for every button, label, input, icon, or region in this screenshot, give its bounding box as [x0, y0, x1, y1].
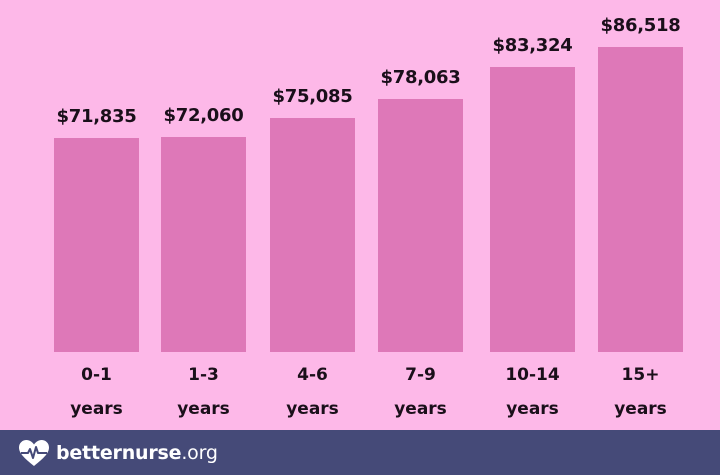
category-label: 15+ years — [581, 358, 701, 426]
category-label-line: 1-3 — [188, 365, 219, 385]
bar-value-label: $75,085 — [272, 86, 353, 107]
bar-value-label: $72,060 — [163, 105, 244, 126]
bar — [161, 137, 246, 352]
bar-value-label: $83,324 — [492, 35, 573, 56]
category-label-line: 10-14 — [505, 365, 560, 385]
bar-value-label: $86,518 — [600, 15, 681, 36]
brand-name: betternurse.org — [56, 442, 218, 464]
category-label: 4-6 years — [253, 358, 373, 426]
brand-name-suffix: .org — [181, 441, 218, 464]
category-label-line: 7-9 — [405, 365, 436, 385]
bar-value-label: $71,835 — [56, 106, 137, 127]
category-label-line: 0-1 — [81, 365, 112, 385]
bar — [378, 99, 463, 352]
category-label: 0-1 years — [37, 358, 157, 426]
heart-pulse-icon — [19, 439, 49, 466]
category-label: 7-9 years — [361, 358, 481, 426]
category-label-line: 4-6 — [297, 365, 328, 385]
category-label-line: years — [614, 399, 667, 419]
category-label-line: years — [506, 399, 559, 419]
category-label-line: years — [286, 399, 339, 419]
category-label-line: years — [394, 399, 447, 419]
category-label: 1-3 years — [144, 358, 264, 426]
bar — [598, 47, 683, 352]
salary-bar-chart: $71,835 0-1 years $72,060 1-3 years $75,085 4-6… — [37, 15, 701, 426]
bar — [54, 138, 139, 352]
brand-logo: betternurse.org — [18, 439, 218, 467]
category-label-line: years — [70, 399, 123, 419]
bar — [490, 67, 575, 352]
category-label: 10-14 years — [473, 358, 593, 426]
category-label-line: 15+ — [621, 365, 660, 385]
bar-value-label: $78,063 — [380, 67, 461, 88]
footer-bar: betternurse.org — [0, 430, 720, 475]
category-label-line: years — [177, 399, 230, 419]
bar — [270, 118, 355, 352]
brand-name-bold: betternurse — [56, 441, 182, 464]
